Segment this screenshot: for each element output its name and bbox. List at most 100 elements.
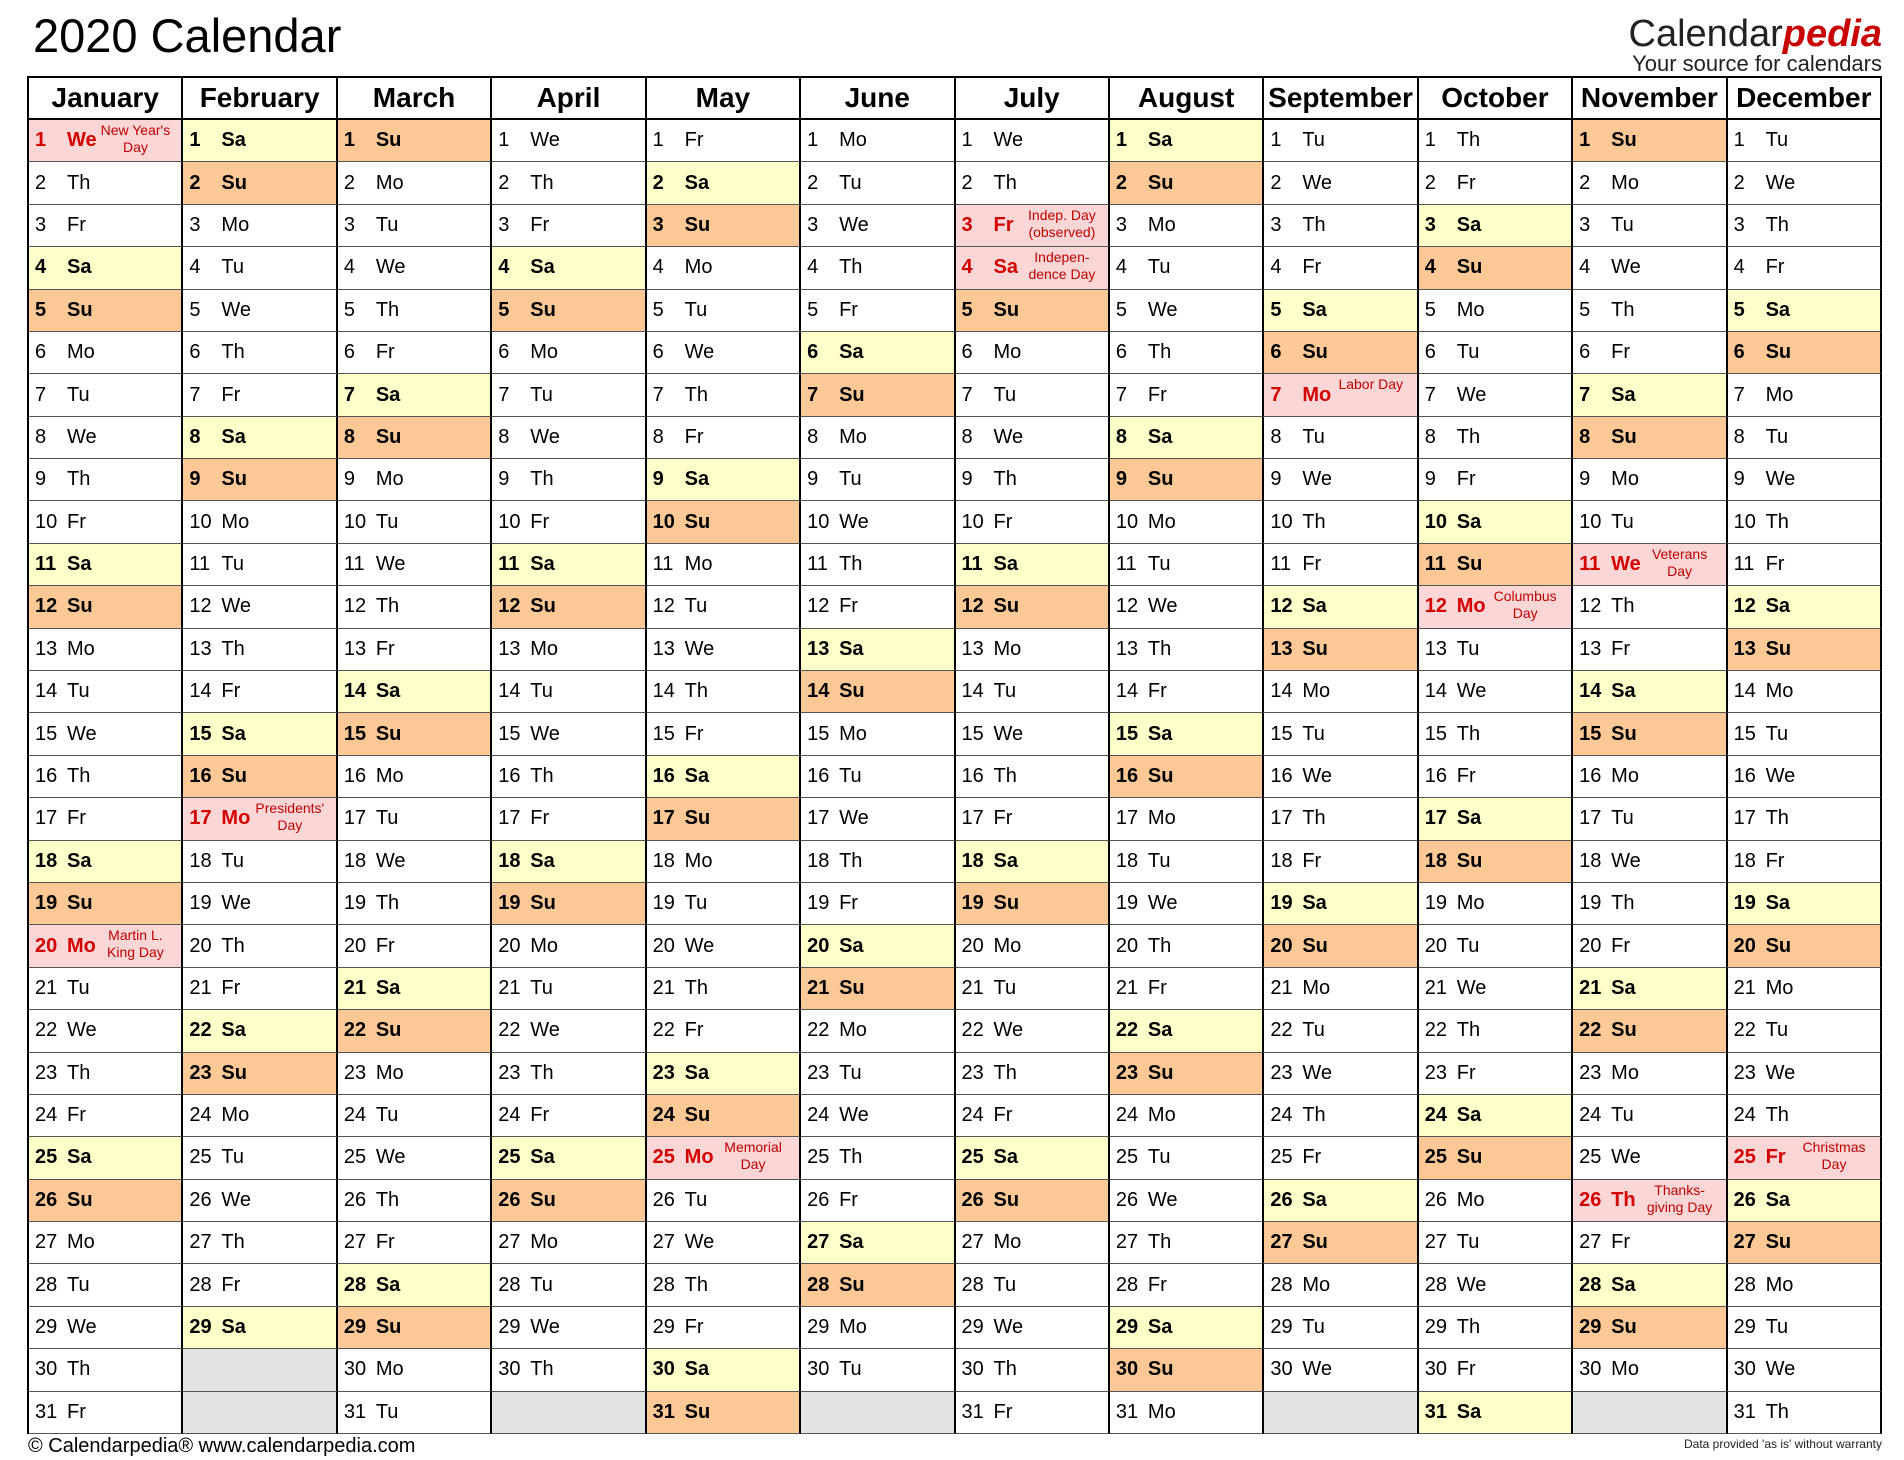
day-number: 21 (343, 976, 367, 999)
day-number: 3 (807, 213, 819, 236)
weekday-name: Su (375, 129, 402, 152)
day-number: 29 (1733, 1316, 1756, 1339)
weekday-name: Fr (375, 934, 395, 957)
day-cell: 3 Mo (1109, 204, 1265, 248)
day-cell: 11 Sa (955, 543, 1110, 587)
weekday-name: Th (1147, 341, 1172, 364)
weekday-name: Su (1147, 468, 1174, 491)
day-number: 26 (1270, 1188, 1293, 1211)
weekday-name: Tu (1765, 129, 1789, 152)
day-number: 26 (35, 1188, 58, 1211)
weekday-name: Mo (1302, 680, 1331, 703)
day-number: 1 (652, 129, 664, 152)
weekday-name: Fr (1302, 553, 1322, 576)
day-cell: 1 Tu (1264, 120, 1419, 163)
day-number: 1 (1733, 129, 1745, 152)
day-cell: 4 Su (1418, 247, 1574, 290)
weekday-name: Tu (1147, 849, 1171, 872)
day-cell: 26 Fr (801, 1179, 956, 1223)
day-cell: 24 Fr (955, 1094, 1110, 1138)
weekday-name: Tu (1302, 1316, 1325, 1339)
day-cell: 4 Th (801, 247, 956, 290)
day-number: 16 (961, 764, 984, 787)
weekday-name: Mo (221, 213, 250, 236)
weekday-name: Su (1765, 1231, 1792, 1254)
weekday-name: Th (530, 764, 554, 787)
weekday-name: We (1147, 298, 1178, 321)
day-number: 5 (1270, 298, 1282, 321)
day-number: 25 (1270, 1146, 1293, 1169)
day-number: 11 (807, 553, 828, 576)
weekday-name: Mo (839, 129, 867, 152)
day-number: 9 (343, 468, 355, 491)
day-number: 7 (35, 383, 47, 406)
brand-name-plain: Calendar (1628, 13, 1783, 55)
day-number: 18 (189, 849, 212, 872)
day-cell: 1 Fr (646, 120, 802, 163)
day-cell: 13 Su (1727, 628, 1882, 672)
day-cell: 12 Su (29, 586, 184, 629)
day-cell: 4 Fr (1727, 247, 1882, 290)
day-number: 9 (1424, 468, 1436, 491)
day-cell: 16 Fr (1418, 755, 1574, 799)
holiday-label: Labor Day (1338, 376, 1404, 393)
day-cell: 11 Th (801, 543, 956, 587)
day-cell: 29 Tu (1264, 1306, 1419, 1350)
day-cell: 3 Fr (29, 204, 184, 248)
day-cell: 5 Sa (1727, 289, 1882, 332)
day-cell: 10 Fr (955, 501, 1110, 544)
day-cell: 13 Mo (29, 628, 184, 672)
day-number: 19 (189, 892, 212, 915)
weekday-name: Tu (1456, 341, 1480, 364)
day-cell: 31 Fr (955, 1391, 1110, 1434)
day-cell: 24 Sa (1418, 1094, 1574, 1138)
weekday-name: Tu (1302, 722, 1325, 745)
weekday-name: Sa (1611, 976, 1636, 999)
day-cell: 18 We (337, 840, 493, 883)
day-number: 21 (1115, 976, 1139, 999)
weekday-name: Mo (1147, 1400, 1176, 1423)
day-cell: 6 Tu (1418, 331, 1574, 375)
day-number: 2 (1115, 171, 1128, 194)
weekday-name: Th (1765, 807, 1789, 830)
day-cell: 14 Fr (1109, 671, 1265, 714)
weekday-name: Sa (1302, 595, 1327, 618)
day-cell: 30 We (1727, 1349, 1882, 1392)
weekday-name: Sa (67, 553, 92, 576)
weekday-name: Mo (684, 256, 713, 279)
day-number: 2 (1424, 171, 1436, 194)
day-number: 6 (343, 341, 355, 364)
day-number: 19 (1270, 892, 1293, 915)
day-cell: 16 Mo (337, 755, 493, 799)
holiday-label: Thanks-giving Day (1646, 1181, 1713, 1215)
day-number: 18 (1733, 849, 1756, 872)
weekday-name: Sa (993, 849, 1018, 872)
weekday-name: Sa (684, 171, 710, 194)
weekday-name: Su (530, 892, 556, 915)
day-cell: 26 Sa (1264, 1179, 1419, 1223)
weekday-name: Su (1765, 341, 1792, 364)
day-cell: 15 Fr (646, 713, 802, 756)
day-number: 25 (807, 1146, 830, 1169)
weekday-name: Th (839, 849, 863, 872)
day-cell: 7 We (1418, 374, 1574, 417)
day-cell: 25 Th (801, 1137, 956, 1180)
weekday-name: Fr (993, 807, 1013, 830)
day-number: 13 (1424, 637, 1447, 660)
day-cell: 18 Sa (955, 840, 1110, 883)
day-cell: 9 Mo (337, 459, 493, 502)
day-cell: 29 Tu (1727, 1306, 1882, 1350)
day-cell: 9 Fr (1418, 459, 1574, 502)
weekday-name: Fr (993, 213, 1014, 236)
month-header-april: April (492, 78, 647, 120)
weekday-name: Th (1765, 1400, 1789, 1423)
weekday-name: Sa (1302, 298, 1327, 321)
day-cell: 15 Sa (183, 713, 338, 756)
weekday-name: Th (993, 171, 1017, 194)
day-number: 6 (1424, 341, 1436, 364)
weekday-name: Sa (839, 341, 864, 364)
weekday-name: Fr (1456, 468, 1476, 491)
day-number: 15 (652, 722, 675, 745)
day-cell: 26 Sa (1727, 1179, 1882, 1223)
day-number: 1 (1270, 129, 1282, 152)
